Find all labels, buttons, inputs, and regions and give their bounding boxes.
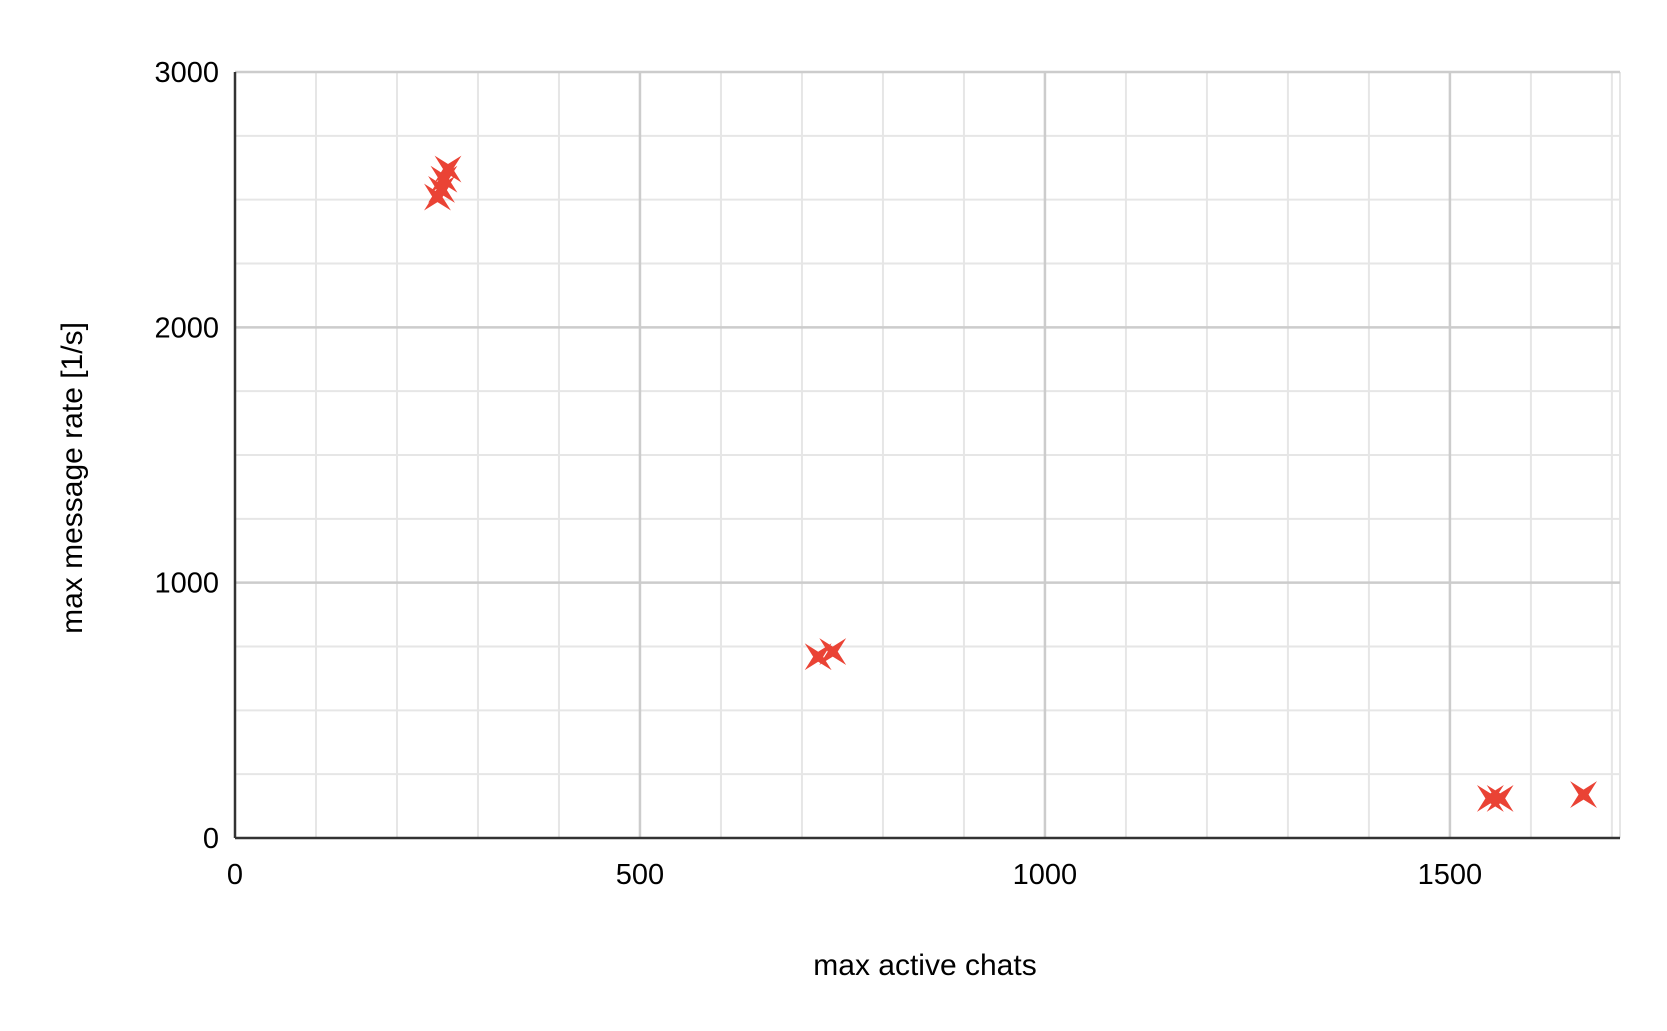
major-gridlines bbox=[235, 70, 1620, 838]
y-axis-title: max message rate [1/s] bbox=[56, 322, 89, 634]
data-point bbox=[804, 643, 832, 671]
x-tick-labels: 0 500 1000 1500 bbox=[227, 859, 1482, 891]
data-point bbox=[424, 183, 451, 211]
x-tick-label: 0 bbox=[227, 859, 243, 891]
y-tick-labels: 0 1000 2000 3000 bbox=[154, 57, 219, 855]
data-points bbox=[424, 155, 1597, 812]
data-point bbox=[819, 638, 847, 666]
axes bbox=[233, 72, 1620, 840]
minor-gridlines bbox=[235, 72, 1621, 838]
y-tick-label: 0 bbox=[203, 823, 219, 855]
x-tick-label: 1000 bbox=[1013, 859, 1078, 891]
x-tick-label: 1500 bbox=[1418, 859, 1483, 891]
data-point bbox=[1486, 784, 1514, 812]
y-tick-label: 3000 bbox=[154, 57, 219, 89]
x-axis-title: max active chats bbox=[813, 949, 1036, 982]
y-tick-label: 2000 bbox=[154, 312, 219, 344]
y-tick-label: 1000 bbox=[154, 568, 219, 600]
data-point bbox=[1570, 781, 1597, 809]
x-tick-label: 500 bbox=[616, 859, 664, 891]
